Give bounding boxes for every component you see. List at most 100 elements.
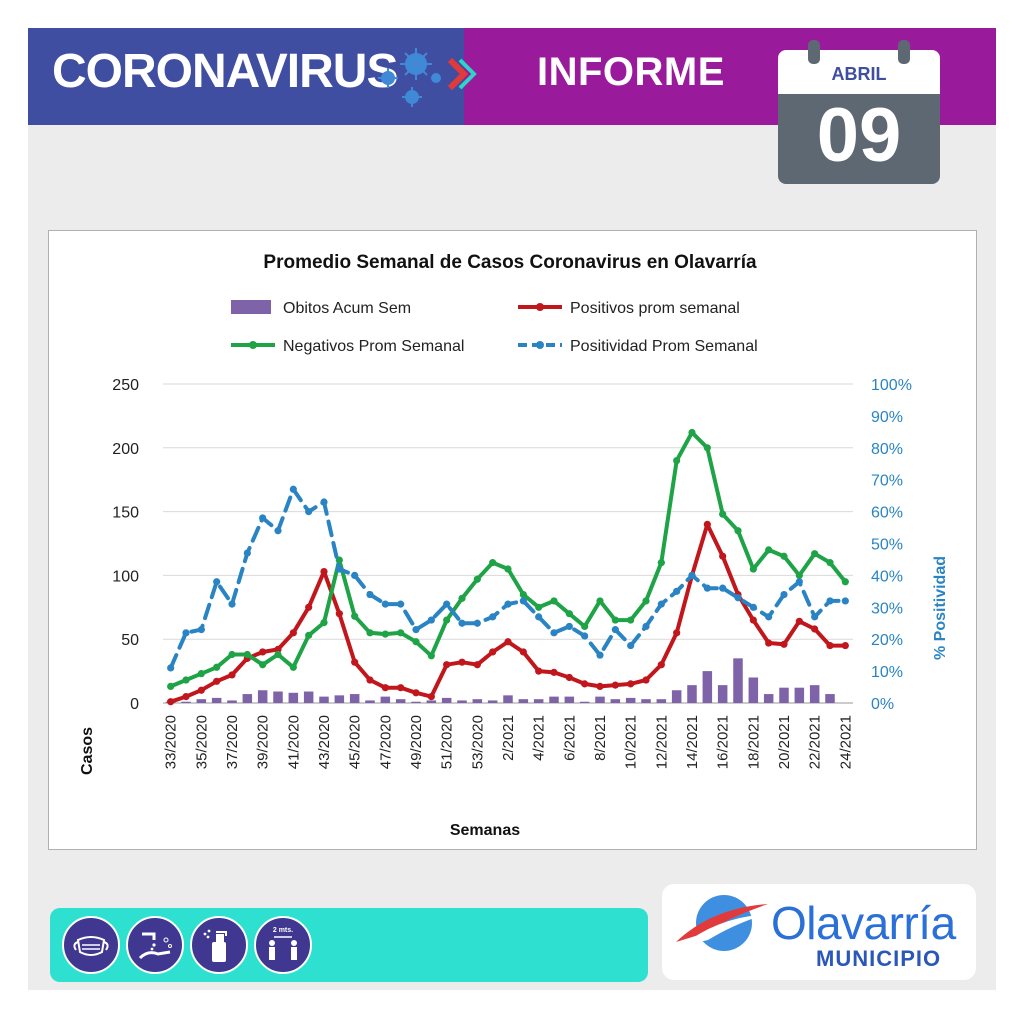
y2-tick-label: 20% — [871, 632, 903, 649]
series-point-2 — [443, 616, 451, 624]
bar-obitos — [610, 699, 621, 703]
logo-name: Olavarría — [771, 897, 956, 949]
series-point-2 — [657, 559, 665, 567]
series-point-2 — [673, 456, 681, 465]
olavarria-logo-icon — [676, 895, 768, 951]
y-tick-label: 200 — [112, 441, 139, 458]
legend-label-obitos: Obitos Acum Sem — [283, 300, 411, 317]
legend-swatch-negativos — [231, 341, 275, 349]
series-point-3 — [642, 622, 650, 631]
series-point-2 — [182, 676, 190, 684]
series-point-3 — [228, 600, 236, 608]
x-tick-label: 24/2021 — [837, 715, 854, 769]
series-point-3 — [734, 594, 742, 602]
bar-obitos — [242, 694, 253, 703]
series-point-3 — [473, 619, 481, 627]
y2-tick-label: 40% — [871, 568, 903, 585]
y2-tick-label: 30% — [871, 600, 903, 617]
hand-washing-icon — [126, 916, 184, 974]
calendar-day: 09 — [816, 93, 902, 178]
bar-obitos — [687, 685, 697, 703]
series-point-3 — [826, 597, 834, 605]
series-point-2 — [305, 631, 313, 639]
series-point-1 — [443, 661, 451, 669]
series-point-3 — [489, 613, 497, 621]
series-point-3 — [749, 603, 757, 611]
bar-obitos — [702, 671, 713, 703]
series-point-3 — [565, 622, 573, 631]
series-point-1 — [381, 684, 389, 692]
series-point-3 — [627, 641, 635, 650]
series-point-1 — [427, 693, 435, 701]
y-tick-label: 100 — [112, 568, 139, 585]
series-point-2 — [611, 616, 619, 624]
weekly-cases-chart: Promedio Semanal de Casos Coronavirus en… — [79, 252, 949, 839]
y-tick-label: 0 — [130, 696, 139, 713]
logo-subtitle: MUNICIPIO — [816, 946, 942, 971]
y2-tick-label: 50% — [871, 537, 903, 554]
bar-obitos — [779, 687, 789, 703]
bar-obitos — [564, 696, 575, 703]
series-point-3 — [427, 616, 435, 624]
x-tick-label: 10/2021 — [623, 715, 640, 769]
series-point-1 — [550, 668, 558, 676]
bar-obitos — [227, 700, 237, 703]
series-point-3 — [550, 629, 558, 637]
chart-title: Promedio Semanal de Casos Coronavirus en… — [263, 252, 757, 273]
calendar-ring-left — [808, 40, 820, 64]
series-point-3 — [688, 571, 696, 579]
series-point-1 — [841, 641, 849, 650]
series-point-2 — [489, 559, 497, 567]
series-point-2 — [811, 550, 819, 558]
header-title: CORONAVIRUS — [52, 45, 398, 98]
legend-label-negativos: Negativos Prom Semanal — [283, 338, 464, 355]
x-axis-title: Semanas — [450, 822, 520, 839]
bar-obitos — [457, 700, 467, 703]
series-point-1 — [366, 676, 374, 684]
series-point-1 — [519, 648, 527, 656]
series-point-3 — [581, 632, 589, 640]
bar-obitos — [487, 700, 498, 703]
social-distance-icon: 2 mts. — [254, 916, 312, 974]
bar-obitos — [717, 685, 728, 703]
series-point-1 — [826, 641, 834, 650]
series-point-2 — [504, 565, 512, 573]
series-point-2 — [642, 597, 650, 605]
series-point-1 — [749, 616, 757, 624]
series-point-3 — [274, 527, 282, 535]
x-tick-label: 51/2020 — [439, 715, 456, 769]
series-point-2 — [596, 597, 604, 605]
series-point-1 — [780, 640, 788, 648]
series-point-2 — [412, 638, 420, 646]
x-tick-label: 12/2021 — [653, 715, 670, 769]
bar-obitos — [625, 697, 636, 703]
series-point-1 — [351, 658, 359, 666]
series-point-2 — [734, 527, 742, 535]
bar-obitos — [380, 696, 391, 703]
series-point-1 — [581, 680, 589, 688]
series-point-2 — [703, 444, 711, 452]
series-point-1 — [182, 693, 190, 701]
x-tick-label: 43/2020 — [316, 715, 333, 769]
social-distance-label: 2 mts. — [273, 927, 293, 934]
x-tick-label: 8/2021 — [592, 715, 609, 761]
virus-icon — [378, 48, 477, 107]
series-point-2 — [427, 652, 435, 660]
bar-obitos — [533, 699, 544, 703]
x-tick-label: 6/2021 — [561, 715, 578, 761]
legend-label-positividad: Positividad Prom Semanal — [570, 338, 758, 355]
series-point-3 — [719, 584, 727, 592]
series-point-1 — [535, 667, 543, 675]
series-point-3 — [366, 590, 374, 599]
series-point-1 — [167, 698, 175, 706]
series-point-1 — [719, 552, 727, 560]
x-tick-label: 41/2020 — [285, 715, 302, 769]
series-point-3 — [289, 485, 297, 493]
x-tick-label: 16/2021 — [715, 715, 732, 769]
series-point-2 — [627, 616, 635, 624]
series-point-2 — [243, 650, 251, 659]
series-point-3 — [703, 584, 711, 592]
series-point-2 — [535, 603, 543, 611]
series-point-3 — [381, 600, 389, 608]
series-point-3 — [504, 600, 512, 608]
